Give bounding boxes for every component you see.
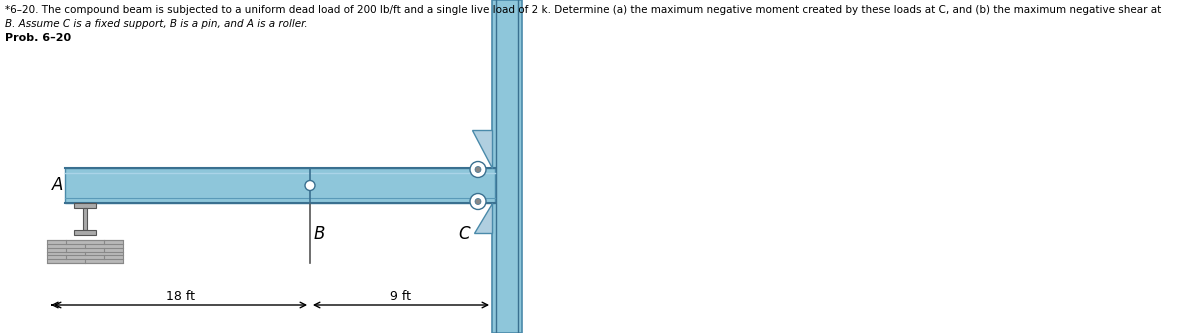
Text: C: C [458,225,470,243]
Text: *6–20. The compound beam is subjected to a uniform dead load of 200 lb/ft and a : *6–20. The compound beam is subjected to… [5,5,1162,15]
Bar [47,240,124,263]
Text: A: A [52,176,64,194]
Circle shape [470,193,486,209]
Polygon shape [472,130,492,168]
Bar [492,0,522,333]
Bar [65,168,496,203]
Text: Prob. 6–20: Prob. 6–20 [5,33,71,43]
Text: 18 ft: 18 ft [166,290,194,303]
Text: B. Assume C is a fixed support, B is a pin, and A is a roller.: B. Assume C is a fixed support, B is a p… [5,19,307,29]
Text: B: B [314,225,325,243]
Polygon shape [474,203,492,233]
Circle shape [475,198,481,204]
Bar [83,208,88,230]
Bar [74,203,96,208]
Text: 9 ft: 9 ft [390,290,412,303]
Circle shape [305,180,314,190]
Bar [74,230,96,235]
Circle shape [470,162,486,177]
Circle shape [475,166,481,172]
